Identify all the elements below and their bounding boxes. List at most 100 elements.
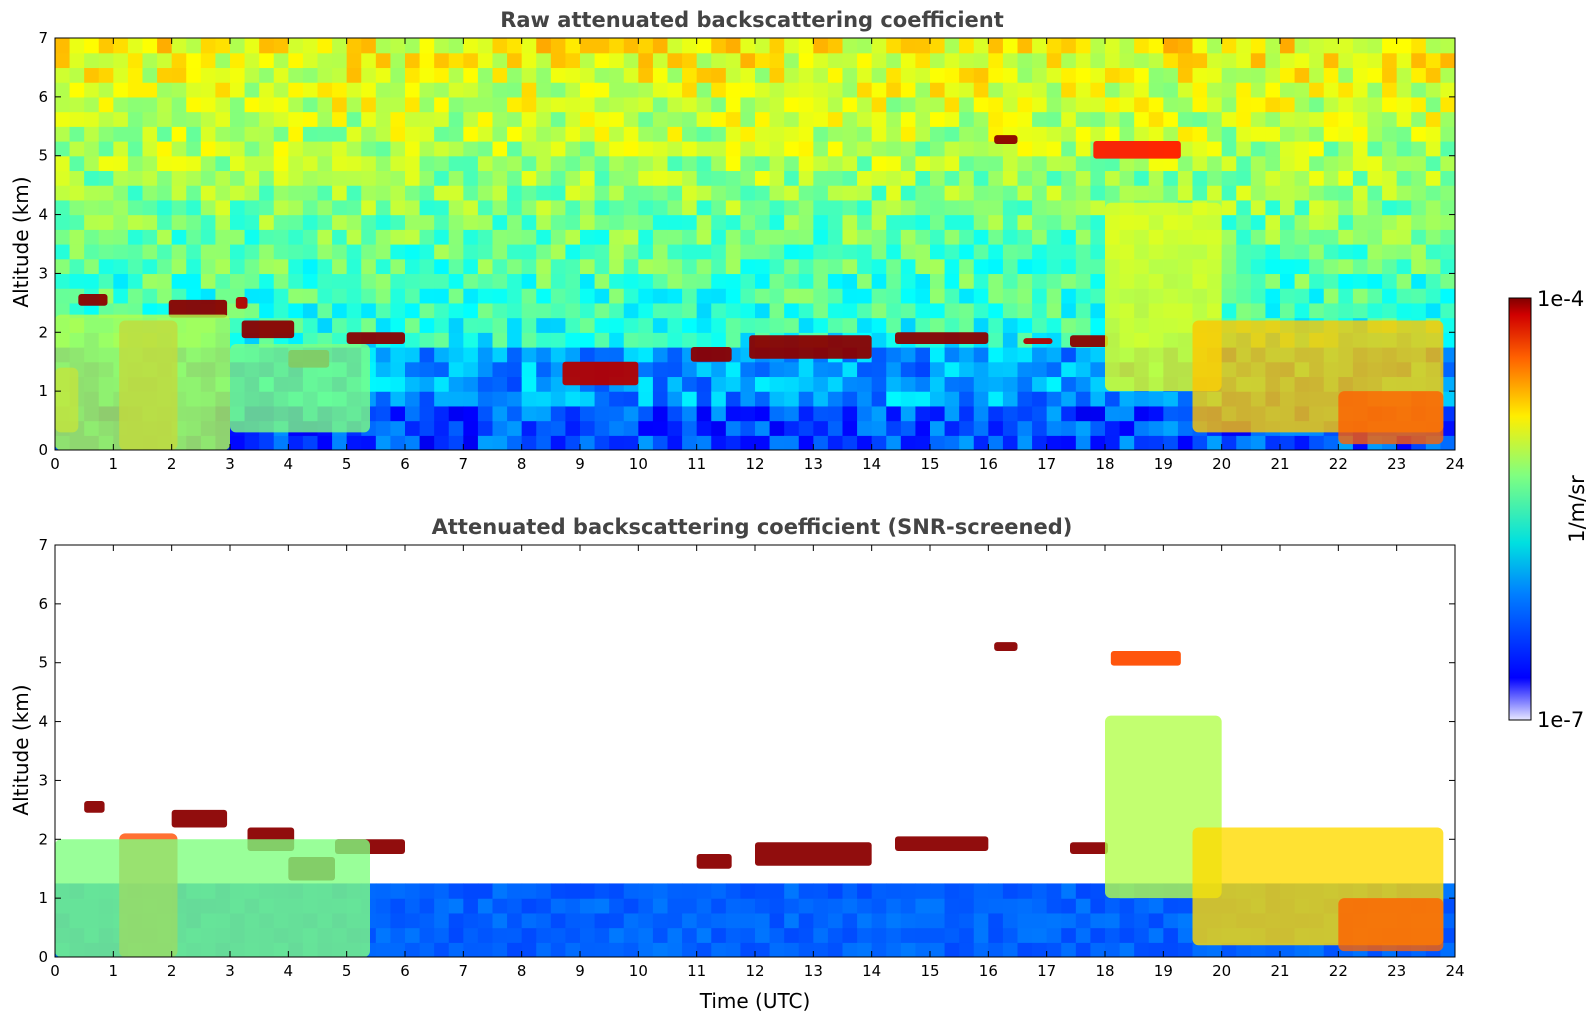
- field-cell: [769, 38, 785, 54]
- field-cell: [1250, 67, 1267, 83]
- field-cell: [565, 185, 581, 201]
- field-cell: [1090, 288, 1106, 304]
- field-cell: [1250, 435, 1267, 450]
- field-cell: [215, 244, 231, 260]
- field-cell: [273, 38, 289, 54]
- field-cell: [477, 376, 494, 392]
- field-cell: [186, 111, 202, 127]
- field-cell: [1367, 141, 1383, 157]
- field-cell: [405, 52, 421, 69]
- field-cell: [594, 405, 610, 422]
- field-cell: [1338, 214, 1354, 230]
- field-cell: [827, 185, 844, 201]
- field-cell: [711, 199, 727, 216]
- field-cell: [171, 155, 187, 172]
- field-cell: [550, 361, 567, 378]
- field-cell: [1002, 38, 1019, 54]
- field-cell: [1250, 141, 1267, 157]
- field-cell: [915, 96, 931, 113]
- field-cell: [1090, 273, 1106, 289]
- field-cell: [842, 170, 858, 186]
- field-cell: [667, 912, 683, 929]
- field-cell: [259, 82, 275, 98]
- field-cell: [1309, 126, 1325, 142]
- field-cell: [507, 288, 523, 304]
- x-tick-label: 0: [50, 962, 60, 980]
- field-cell: [725, 244, 742, 260]
- field-cell: [1177, 391, 1194, 407]
- field-cell: [623, 229, 639, 245]
- field-cell: [623, 126, 639, 142]
- field-cell: [784, 420, 800, 436]
- field-cell: [1163, 52, 1179, 69]
- field-cell: [1075, 185, 1092, 201]
- field-cell: [390, 214, 406, 230]
- field-cell: [711, 185, 727, 201]
- field-cell: [448, 361, 464, 378]
- field-cell: [959, 155, 975, 172]
- field-cell: [813, 927, 829, 943]
- field-cell: [142, 126, 158, 142]
- field-cell: [113, 170, 129, 186]
- field-cell: [1075, 317, 1092, 333]
- field-cell: [1280, 141, 1296, 157]
- field-cell: [857, 376, 873, 392]
- field-cell: [244, 38, 260, 54]
- field-cell: [1352, 273, 1369, 289]
- field-cell: [1090, 185, 1106, 201]
- field-cell: [507, 185, 523, 201]
- field-cell: [1440, 912, 1455, 929]
- field-cell: [857, 912, 873, 929]
- field-cell: [434, 111, 450, 127]
- field-cell: [1032, 376, 1048, 392]
- field-cell: [84, 302, 100, 319]
- field-cell: [988, 96, 1004, 113]
- field-cell: [157, 82, 173, 98]
- field-cell: [1309, 111, 1325, 127]
- field-cell: [638, 170, 654, 186]
- field-cell: [915, 405, 931, 422]
- field-cell: [463, 883, 479, 899]
- field-cell: [521, 898, 537, 914]
- field-cell: [273, 67, 289, 83]
- field-cell: [725, 391, 742, 407]
- field-cell: [1280, 155, 1296, 172]
- field-cell: [492, 96, 508, 113]
- x-tick-label: 16: [979, 455, 998, 473]
- field-cell: [580, 332, 596, 348]
- field-cell: [1090, 244, 1106, 260]
- field-cell: [550, 391, 567, 407]
- field-cell: [1046, 155, 1062, 172]
- field-cell: [1338, 288, 1354, 304]
- field-cell: [477, 38, 494, 54]
- field-cell: [959, 376, 975, 392]
- field-cell: [492, 317, 508, 333]
- field-cell: [711, 317, 727, 333]
- field-cell: [507, 391, 523, 407]
- field-cell: [565, 435, 581, 450]
- field-cell: [1323, 288, 1339, 304]
- field-cell: [1236, 258, 1252, 275]
- field-cell: [930, 258, 946, 275]
- field-cell: [1396, 229, 1412, 245]
- field-cell: [1396, 273, 1412, 289]
- field-cell: [244, 52, 260, 69]
- field-cell: [1396, 258, 1412, 275]
- field-cell: [871, 347, 887, 363]
- field-cell: [288, 52, 304, 69]
- field-cell: [1265, 155, 1281, 172]
- field-cell: [1032, 391, 1048, 407]
- field-cell: [769, 302, 785, 319]
- field-cell: [550, 141, 567, 157]
- field-cell: [580, 111, 596, 127]
- field-cell: [900, 52, 917, 69]
- field-cell: [667, 229, 683, 245]
- field-cell: [448, 141, 464, 157]
- field-cell: [827, 126, 844, 142]
- field-cell: [1090, 126, 1106, 142]
- x-tick-label: 8: [517, 455, 527, 473]
- field-cell: [900, 883, 917, 899]
- field-cell: [1250, 155, 1267, 172]
- field-cell: [1090, 391, 1106, 407]
- field-cell: [521, 912, 537, 929]
